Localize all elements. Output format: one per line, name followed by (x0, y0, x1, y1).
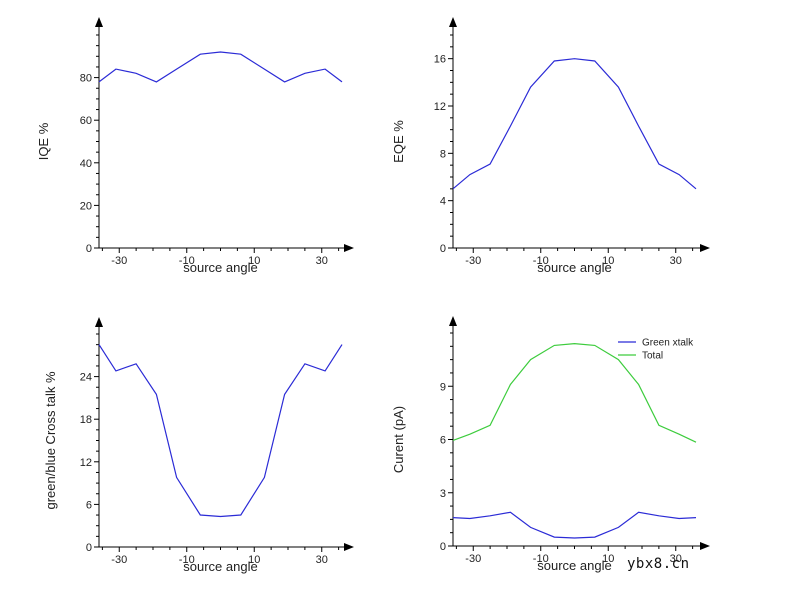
y-axis-arrow (449, 316, 457, 326)
x-axis-title: source angle (537, 558, 611, 573)
y-tick-label: 12 (434, 101, 446, 113)
x-axis-title: source angle (183, 260, 257, 275)
y-tick-label: 18 (80, 414, 92, 426)
x-tick-label: 30 (316, 554, 328, 566)
x-tick-label: 10 (602, 553, 614, 565)
legend: Green xtalk Total (618, 338, 694, 362)
y-tick-label: 80 (80, 73, 92, 85)
y-axis-title: green/blue Cross talk % (43, 371, 58, 509)
y-tick-label: 60 (80, 115, 92, 127)
y-tick-label: 24 (80, 372, 92, 384)
chart-crosstalk: 0 6 12 18 24 -30 -10 10 30 source angle green/blue… (43, 317, 354, 574)
x-tick-label: -30 (465, 255, 481, 267)
x-tick-label: 10 (248, 554, 260, 566)
x-axis-arrow (344, 543, 354, 551)
y-tick-label: 0 (440, 541, 446, 553)
x-tick-label: -30 (111, 255, 127, 267)
x-tick-label: -10 (533, 255, 549, 267)
x-tick-label: 30 (670, 553, 682, 565)
chart-eqe: 0 4 8 12 16 -30 -10 10 30 source angle EQE % (391, 17, 710, 275)
x-axis-arrow (700, 244, 710, 252)
x-axis-title: source angle (537, 260, 611, 275)
x-tick-label: -10 (533, 553, 549, 565)
y-tick-label: 8 (440, 148, 446, 160)
x-tick-label: -30 (465, 553, 481, 565)
series-line-eqe (452, 58, 697, 190)
x-tick-label: -10 (179, 554, 195, 566)
series-line-total (452, 342, 697, 443)
series-line-green-xtalk (452, 511, 697, 539)
x-tick-label: -30 (111, 554, 127, 566)
y-tick-label: 20 (80, 200, 92, 212)
y-axis-arrow (449, 17, 457, 27)
y-tick-label: 6 (86, 499, 92, 511)
y-axis-title: Curent (pA) (391, 406, 406, 473)
y-axis-title: IQE % (36, 122, 51, 160)
x-axis-arrow (344, 244, 354, 252)
y-tick-label: 4 (440, 196, 446, 208)
y-tick-label: 0 (86, 243, 92, 255)
y-tick-label: 40 (80, 158, 92, 170)
chart-iqe: 0 20 40 60 80 -30 -10 10 30 source angle IQE % (36, 17, 354, 275)
y-tick-label: 0 (86, 542, 92, 554)
y-axis-title: EQE % (391, 120, 406, 163)
y-tick-label: 12 (80, 457, 92, 469)
chart-current: 0 3 6 9 -30 -10 10 30 source angle Curent (pA) Gre… (391, 316, 710, 573)
x-tick-label: 30 (670, 255, 682, 267)
x-tick-label: -10 (179, 255, 195, 267)
y-axis-arrow (95, 317, 103, 327)
series-line-cross-talk (98, 344, 343, 518)
series-line-iqe (98, 51, 343, 83)
y-tick-label: 16 (434, 54, 446, 66)
x-axis-arrow (700, 542, 710, 550)
y-tick-label: 0 (440, 243, 446, 255)
x-tick-label: 10 (602, 255, 614, 267)
y-tick-label: 9 (440, 381, 446, 393)
legend-label: Green xtalk (642, 338, 694, 349)
x-tick-label: 10 (248, 255, 260, 267)
x-tick-label: 30 (316, 255, 328, 267)
y-tick-label: 6 (440, 435, 446, 447)
x-axis-title: source angle (183, 559, 257, 574)
legend-label: Total (642, 351, 663, 362)
watermark-text: ybx8.cn (627, 556, 690, 572)
y-tick-label: 3 (440, 488, 446, 500)
y-axis-arrow (95, 17, 103, 27)
